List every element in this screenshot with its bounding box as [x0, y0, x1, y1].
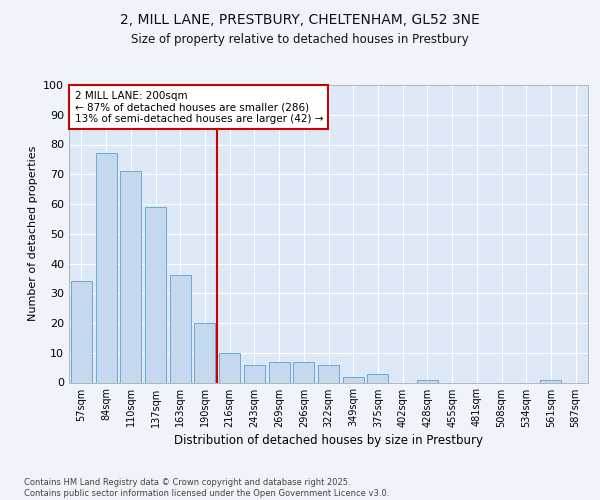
- Bar: [293, 362, 314, 382]
- Text: Contains HM Land Registry data © Crown copyright and database right 2025.
Contai: Contains HM Land Registry data © Crown c…: [24, 478, 389, 498]
- Text: 2 MILL LANE: 200sqm
← 87% of detached houses are smaller (286)
13% of semi-detac: 2 MILL LANE: 200sqm ← 87% of detached ho…: [74, 90, 323, 124]
- Text: Size of property relative to detached houses in Prestbury: Size of property relative to detached ho…: [131, 32, 469, 46]
- Bar: [417, 380, 438, 382]
- Y-axis label: Number of detached properties: Number of detached properties: [28, 146, 38, 322]
- Bar: [170, 276, 191, 382]
- Bar: [219, 353, 240, 382]
- Bar: [71, 282, 92, 382]
- Bar: [318, 364, 339, 382]
- Bar: [145, 207, 166, 382]
- Bar: [244, 364, 265, 382]
- Bar: [541, 380, 562, 382]
- Bar: [269, 362, 290, 382]
- Bar: [343, 376, 364, 382]
- Bar: [367, 374, 388, 382]
- Text: 2, MILL LANE, PRESTBURY, CHELTENHAM, GL52 3NE: 2, MILL LANE, PRESTBURY, CHELTENHAM, GL5…: [120, 12, 480, 26]
- Bar: [120, 172, 141, 382]
- Bar: [194, 323, 215, 382]
- Bar: [95, 154, 116, 382]
- X-axis label: Distribution of detached houses by size in Prestbury: Distribution of detached houses by size …: [174, 434, 483, 446]
